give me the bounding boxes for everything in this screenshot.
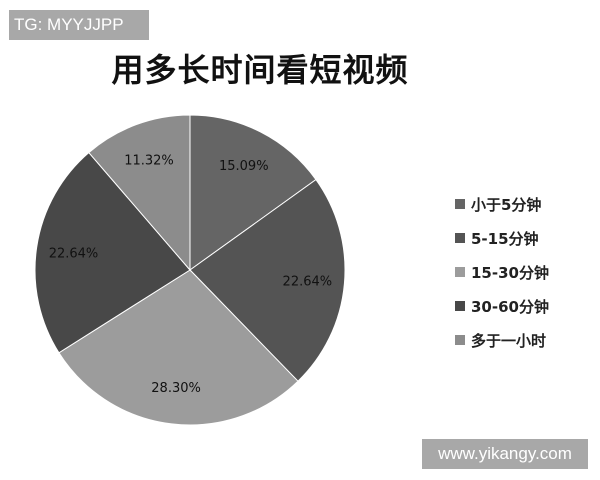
data-label: 28.30% — [151, 381, 201, 396]
data-label: 22.64% — [49, 247, 99, 262]
legend-swatch — [455, 233, 465, 243]
legend-item: 5-15分钟 — [455, 221, 549, 255]
data-label: 11.32% — [124, 154, 174, 169]
data-label: 22.64% — [283, 274, 333, 289]
legend-swatch — [455, 199, 465, 209]
legend-label: 多于一小时 — [471, 331, 547, 350]
legend-swatch — [455, 267, 465, 277]
pie-slice — [88, 114, 191, 272]
pie-slice — [189, 178, 346, 382]
legend-item: 多于一小时 — [455, 323, 549, 357]
pie-slice — [189, 114, 317, 271]
legend-label: 5-15分钟 — [471, 229, 539, 248]
legend-swatch — [455, 335, 465, 345]
pie-slice — [58, 269, 299, 426]
legend-label: 小于5分钟 — [471, 195, 542, 214]
legend: 小于5分钟 5-15分钟 15-30分钟 30-60分钟 多于一小时 — [455, 187, 549, 357]
legend-swatch — [455, 301, 465, 311]
legend-item: 15-30分钟 — [455, 255, 549, 289]
data-label: 15.09% — [219, 159, 269, 174]
legend-item: 30-60分钟 — [455, 289, 549, 323]
legend-item: 小于5分钟 — [455, 187, 549, 221]
watermark-bottom: www.yikangy.com — [422, 439, 588, 469]
legend-label: 30-60分钟 — [471, 297, 549, 316]
watermark-top: TG: MYYJJPP — [9, 10, 149, 40]
legend-label: 15-30分钟 — [471, 263, 549, 282]
chart-title: 用多长时间看短视频 — [111, 51, 409, 89]
pie-slice — [34, 151, 191, 354]
